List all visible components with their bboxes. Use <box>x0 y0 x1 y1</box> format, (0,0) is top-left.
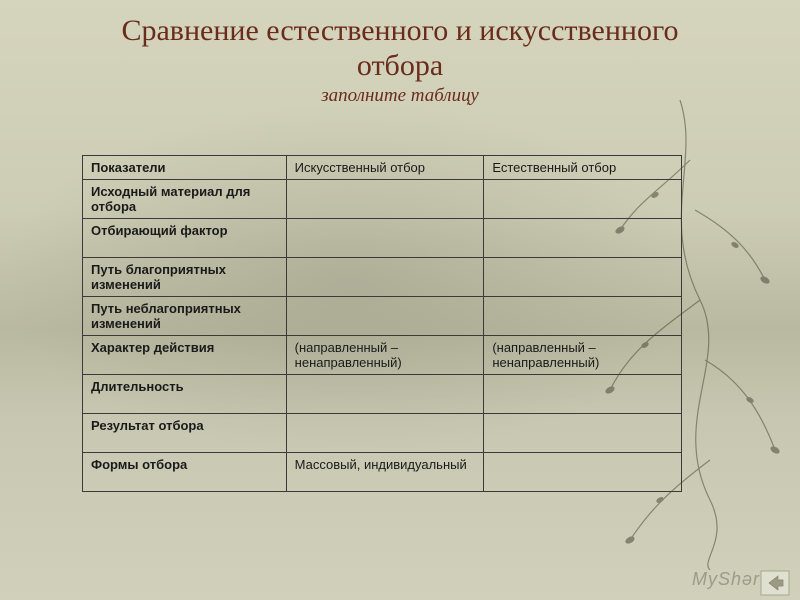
title-line1: Сравнение естественного и искусственного <box>0 14 800 49</box>
title-line2: отбора <box>0 49 800 84</box>
row-metric: Формы отбора <box>83 453 287 492</box>
table-row: Исходный материал для отбора <box>83 180 682 219</box>
row-artificial <box>286 219 484 258</box>
table-row: Длительность <box>83 375 682 414</box>
row-artificial: (направленный – ненаправленный) <box>286 336 484 375</box>
row-natural <box>484 180 682 219</box>
col-header-natural: Естественный отбор <box>484 156 682 180</box>
title-block: Сравнение естественного и искусственного… <box>0 14 800 107</box>
row-natural <box>484 297 682 336</box>
col-header-metric: Показатели <box>83 156 287 180</box>
row-artificial: Массовый, индивидуальный <box>286 453 484 492</box>
table-row: Отбирающий фактор <box>83 219 682 258</box>
table-row: Характер действия (направленный – ненапр… <box>83 336 682 375</box>
row-metric: Отбирающий фактор <box>83 219 287 258</box>
row-artificial <box>286 297 484 336</box>
col-header-artificial: Искусственный отбор <box>286 156 484 180</box>
row-natural <box>484 453 682 492</box>
row-metric: Результат отбора <box>83 414 287 453</box>
row-natural <box>484 375 682 414</box>
table-row: Путь благоприятных изменений <box>83 258 682 297</box>
row-natural <box>484 258 682 297</box>
row-metric: Длительность <box>83 375 287 414</box>
comparison-table-wrap: Показатели Искусственный отбор Естествен… <box>82 155 682 492</box>
title-subtitle: заполните таблицу <box>0 85 800 107</box>
row-natural: (направленный – ненаправленный) <box>484 336 682 375</box>
prev-slide-button[interactable] <box>760 570 790 596</box>
row-artificial <box>286 180 484 219</box>
table-row: Формы отбора Массовый, индивидуальный <box>83 453 682 492</box>
row-artificial <box>286 258 484 297</box>
row-artificial <box>286 414 484 453</box>
row-natural <box>484 414 682 453</box>
row-metric: Характер действия <box>83 336 287 375</box>
row-metric: Путь неблагоприятных изменений <box>83 297 287 336</box>
watermark: MyShər <box>692 569 760 590</box>
table-row: Результат отбора <box>83 414 682 453</box>
row-natural <box>484 219 682 258</box>
row-metric: Исходный материал для отбора <box>83 180 287 219</box>
slide: Сравнение естественного и искусственного… <box>0 0 800 600</box>
table-row: Путь неблагоприятных изменений <box>83 297 682 336</box>
row-metric: Путь благоприятных изменений <box>83 258 287 297</box>
table-header-row: Показатели Искусственный отбор Естествен… <box>83 156 682 180</box>
comparison-table: Показатели Искусственный отбор Естествен… <box>82 155 682 492</box>
row-artificial <box>286 375 484 414</box>
